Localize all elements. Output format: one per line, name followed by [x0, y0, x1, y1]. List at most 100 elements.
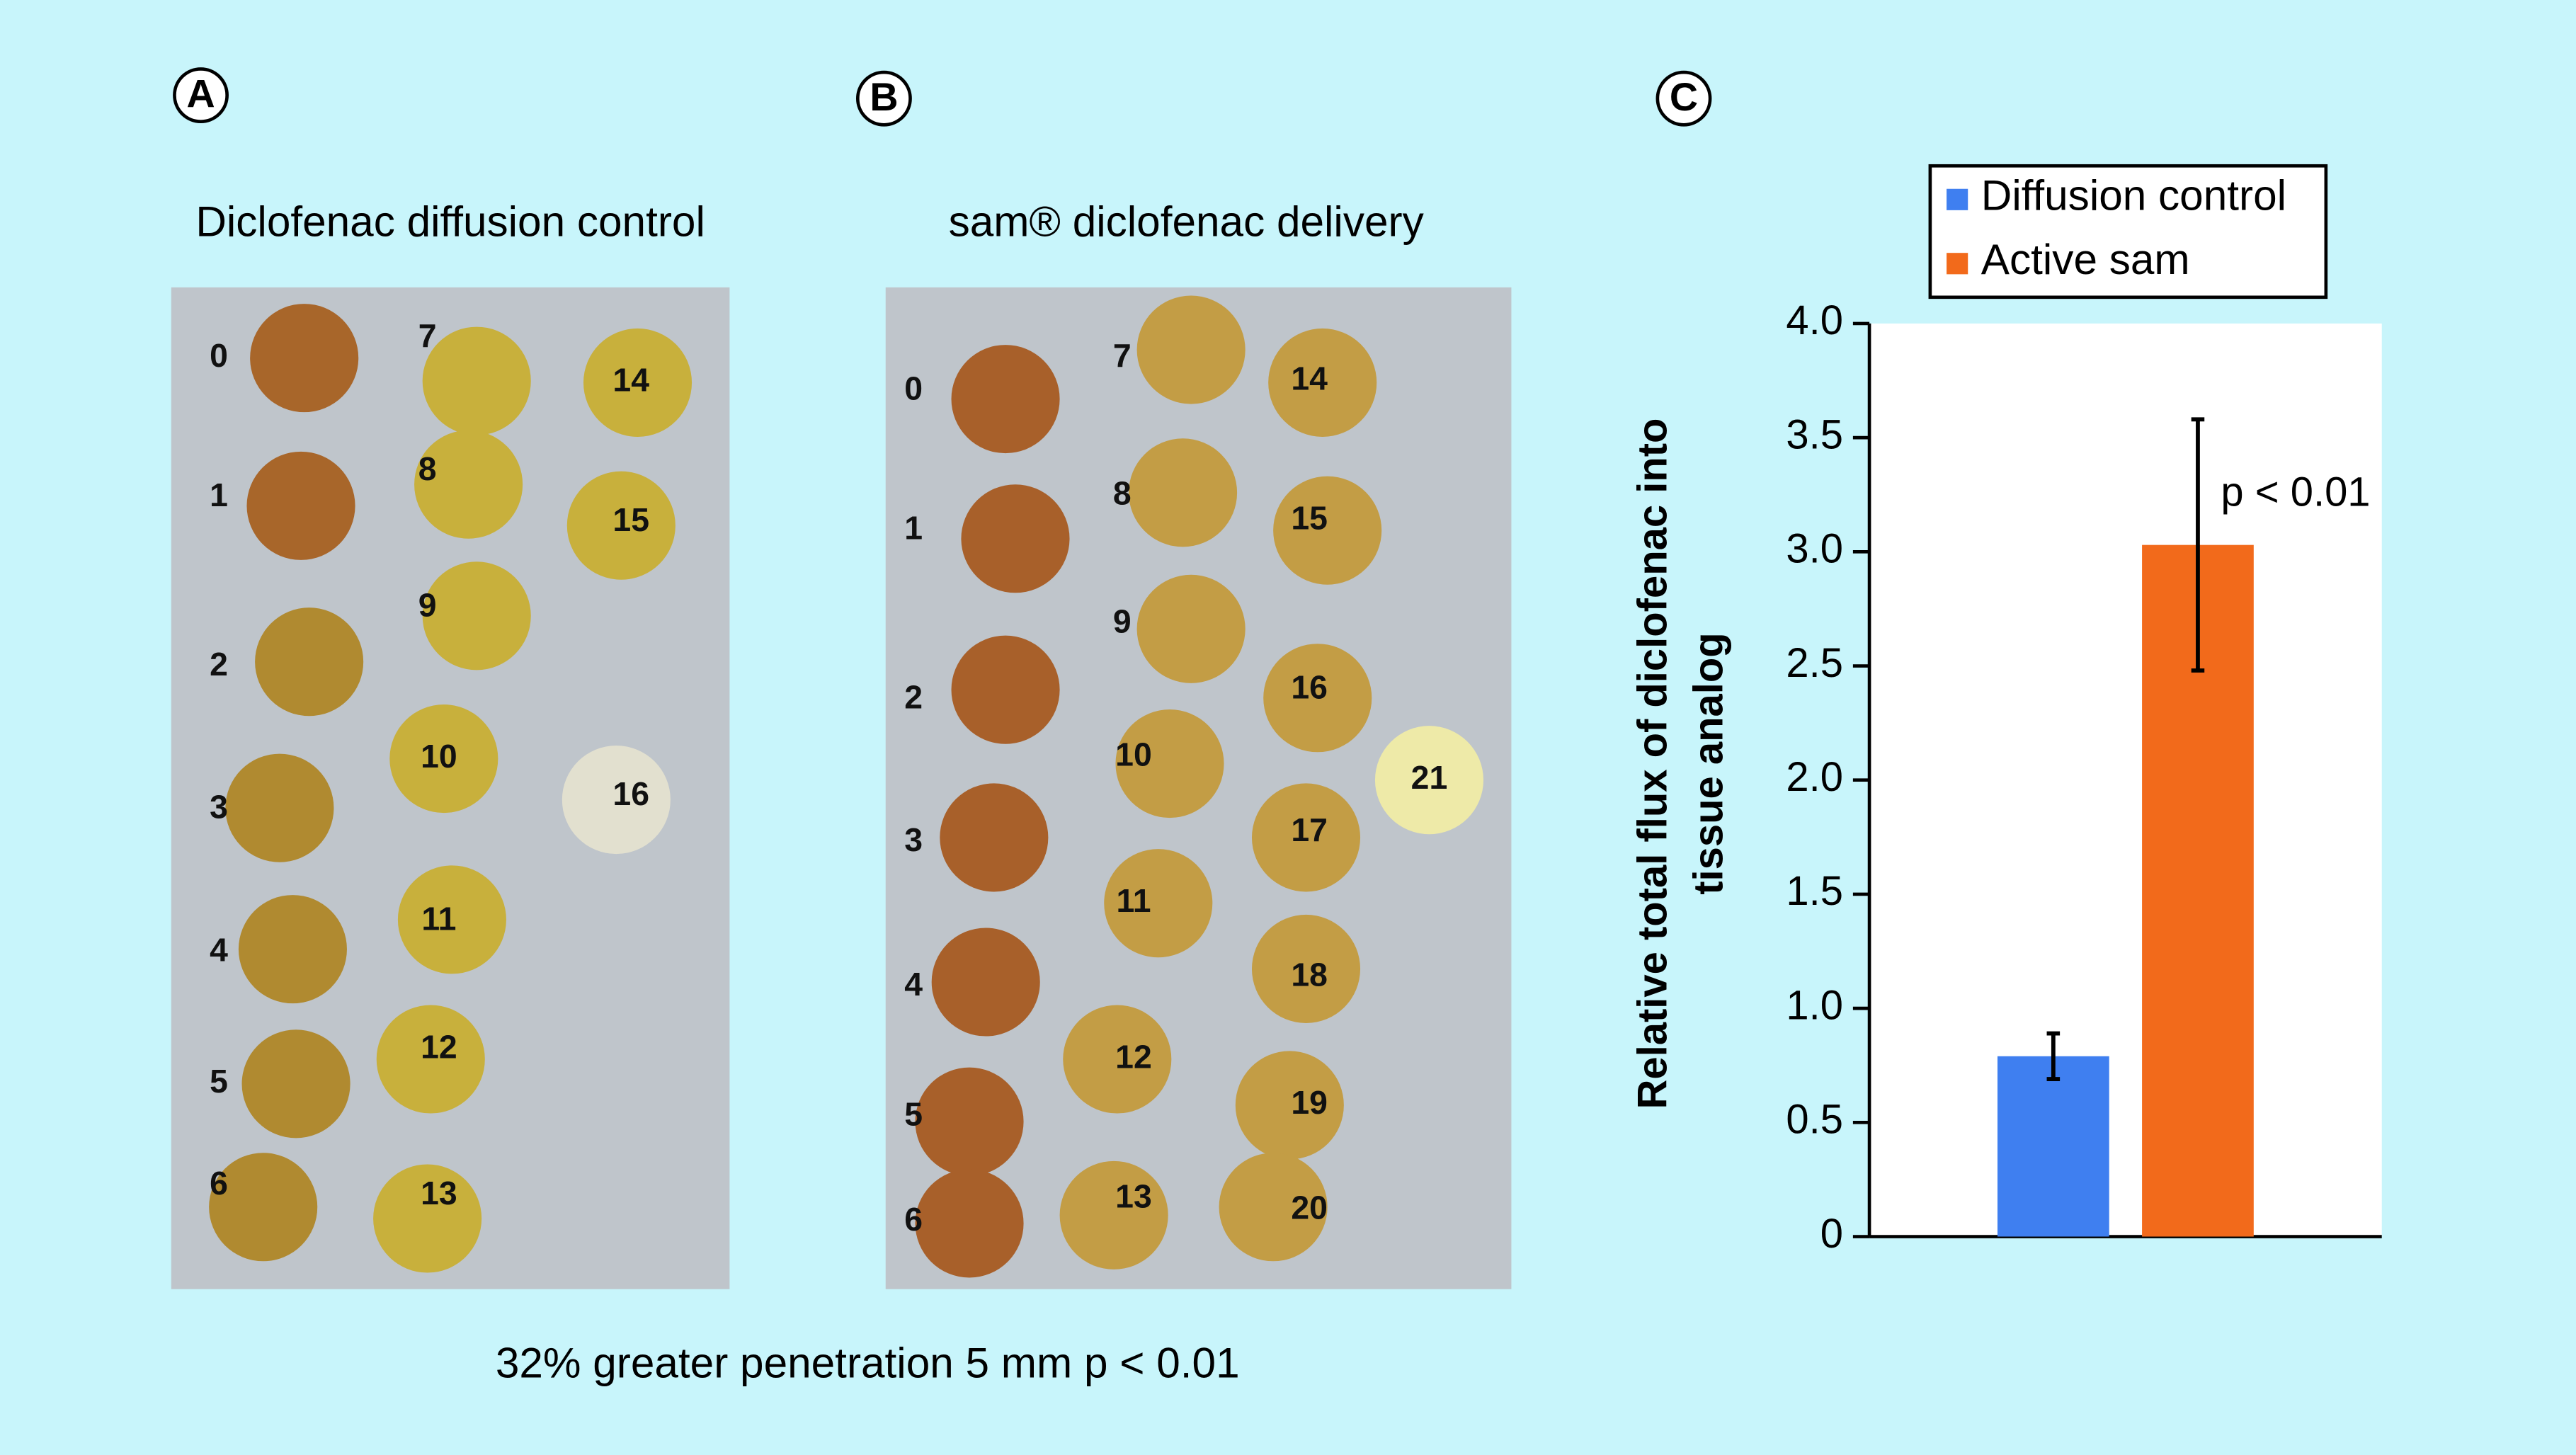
disc [1374, 726, 1484, 835]
disc-label: 21 [1411, 759, 1448, 796]
panel-letter: C [1670, 75, 1698, 119]
disc-label: 0 [904, 370, 923, 406]
disc [389, 704, 498, 814]
disc [1235, 1051, 1344, 1160]
disc [1251, 783, 1361, 892]
bar [1997, 1056, 2109, 1237]
disc-label: 3 [210, 789, 228, 826]
disc [238, 895, 347, 1004]
y-tick-label: 1.0 [1786, 983, 1843, 1028]
y-tick-label: 2.0 [1786, 755, 1843, 800]
disc [376, 1005, 485, 1114]
panel-letter-circle [855, 70, 912, 127]
disc-label: 9 [418, 586, 437, 623]
disc-label: 10 [421, 738, 457, 775]
disc [931, 928, 1040, 1037]
disc [1268, 328, 1377, 437]
y-axis-label: Relative total flux of diclofenac into ti… [1631, 418, 1732, 1109]
disc-label: 16 [1291, 668, 1328, 705]
disc [422, 326, 531, 435]
disc-label: 10 [1115, 736, 1152, 772]
y-tick-label: 0.5 [1786, 1097, 1843, 1143]
disc-label: 20 [1291, 1189, 1328, 1226]
caption: 32% greater penetration 5 mm p < 0.01 [496, 1339, 1240, 1387]
disc [250, 304, 359, 413]
legend-swatch [1947, 188, 1968, 210]
disc-label: 6 [904, 1201, 923, 1238]
disc-label: 11 [1116, 882, 1151, 919]
disc-label: 6 [210, 1165, 228, 1202]
disc-label: 19 [1291, 1084, 1328, 1121]
disc-label: 13 [421, 1175, 457, 1211]
disc [915, 1169, 1024, 1278]
y-tick-label: 3.0 [1786, 527, 1843, 572]
disc-label: 15 [612, 501, 649, 538]
disc [246, 451, 355, 560]
legend-swatch [1947, 253, 1968, 275]
disc-label: 8 [1113, 475, 1132, 512]
disc [1063, 1005, 1172, 1114]
panel-letter: B [870, 75, 898, 119]
disc [1263, 644, 1372, 753]
plot-area [1869, 323, 2382, 1237]
disc-label: 4 [904, 966, 923, 1003]
disc-label: 12 [421, 1028, 457, 1065]
disc [583, 328, 693, 437]
disc [1251, 914, 1361, 1023]
disc-label: 12 [1115, 1038, 1152, 1075]
legend-label: Diffusion control [1981, 171, 2286, 219]
disc [951, 635, 1060, 744]
disc-label: 16 [612, 775, 649, 812]
disc [1115, 709, 1224, 818]
disc [1136, 574, 1246, 683]
y-axis-label-line: tissue analog [1687, 632, 1732, 894]
disc [255, 607, 364, 717]
disc [225, 753, 334, 862]
disc [1129, 438, 1238, 547]
panel-letter: A [186, 72, 215, 116]
disc [961, 484, 1070, 593]
panel-letter-circle [1655, 70, 1712, 127]
disc-label: 9 [1113, 603, 1132, 640]
disc [562, 746, 671, 855]
panel-title: Diclofenac diffusion control [195, 198, 705, 246]
disc-label: 4 [210, 932, 228, 969]
annotation: p < 0.01 [2221, 469, 2370, 515]
disc-label: 5 [210, 1063, 228, 1100]
disc-label: 11 [421, 900, 456, 937]
disc-label: 15 [1291, 500, 1328, 537]
panel-title: sam® diclofenac delivery [949, 198, 1425, 246]
disc [1219, 1153, 1328, 1262]
disc [209, 1153, 318, 1262]
disc-label: 8 [418, 450, 437, 487]
disc [1136, 295, 1246, 404]
y-tick-label: 1.5 [1786, 869, 1843, 914]
disc [422, 561, 531, 671]
disc-label: 1 [210, 477, 228, 513]
disc [1273, 476, 1382, 585]
disc [940, 783, 1049, 892]
disc-label: 14 [612, 362, 649, 399]
disc [915, 1067, 1024, 1176]
disc-label: 17 [1291, 811, 1328, 848]
y-tick-label: 3.5 [1786, 412, 1843, 457]
panel-letter-circle [173, 67, 229, 123]
legend-label: Active sam [1981, 235, 2190, 283]
disc [414, 430, 523, 539]
y-tick-label: 2.5 [1786, 641, 1843, 686]
disc-label: 13 [1115, 1177, 1152, 1214]
disc-label: 2 [210, 646, 228, 683]
disc-label: 2 [904, 678, 923, 715]
y-tick-label: 4.0 [1786, 298, 1843, 343]
disc-label: 0 [210, 337, 228, 374]
disc-label: 14 [1291, 360, 1328, 396]
disc [566, 471, 676, 580]
disc-label: 18 [1291, 956, 1328, 993]
legend [1928, 164, 2328, 299]
disc [1104, 849, 1213, 958]
disc-label: 1 [904, 509, 923, 546]
disc-label: 3 [904, 821, 923, 858]
disc [951, 345, 1060, 454]
disc [241, 1029, 351, 1139]
